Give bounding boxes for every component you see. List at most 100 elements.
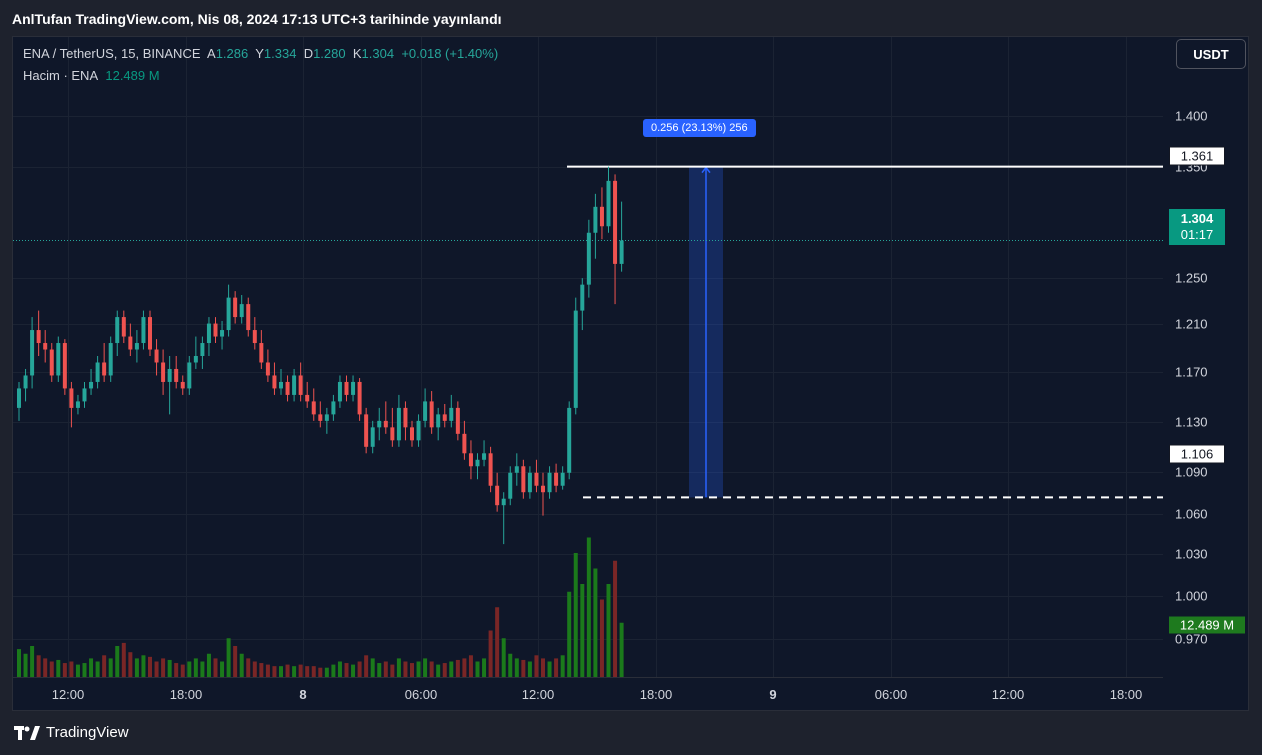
volume-bar [495,607,500,677]
price-tick: 1.000 [1175,588,1208,604]
low-label: D [303,46,314,61]
grid-line [303,37,304,677]
candle-body [167,368,172,382]
volume-bar [30,646,35,677]
candle-body [462,433,467,454]
volume-legend[interactable]: Hacim · ENA 12.489 M [23,68,160,83]
time-tick: 12:00 [51,687,85,702]
candle-body [311,401,316,415]
candle-body [416,420,421,441]
volume-bar [337,661,342,677]
volume-bar [121,642,126,677]
candle-body [410,427,414,441]
volume-bar [239,653,244,677]
volume-bar [475,661,480,677]
candle-body [17,388,21,408]
volume-value: 12.489 M [105,68,160,83]
time-axis[interactable]: 12:00 18:00 8 06:00 12:00 18:00 9 06:00 … [13,677,1163,710]
volume-bar [49,661,54,677]
volume-bar [43,658,48,677]
volume-bar [501,638,506,677]
grid-line [13,422,1163,423]
volume-bar [410,663,414,677]
volume-bar [36,655,41,677]
symbol-legend: ENA / TetherUS, 15, BINANCE A1.286 Y1.33… [23,46,498,61]
chart-pane[interactable]: 0.256 (23.13%) 256 ENA / TetherUS, 15, B… [12,36,1249,711]
candle-body [89,381,94,389]
candle-body [102,362,107,376]
hline-high-label[interactable]: 1.361 [1169,146,1225,166]
candle-body [108,343,113,376]
tradingview-logo-icon [14,725,40,740]
volume-bar [220,661,225,677]
candle-body [161,362,166,382]
candle-body [69,388,74,408]
candle-body [606,180,611,227]
volume-bar [593,568,598,677]
measure-label[interactable]: 0.256 (23.13%) 256 [643,119,756,137]
volume-bar [285,664,290,677]
volume-bar [541,658,545,677]
candle-body [423,401,428,421]
candle-body [154,349,159,363]
candle-body [573,310,578,408]
hline-low-label[interactable]: 1.106 [1169,444,1225,464]
volume-bar [390,664,395,677]
volume-bar [246,658,251,677]
candle-body [36,330,41,344]
volume-bar [115,646,120,677]
candle-body [619,240,624,264]
candle-body [541,485,545,493]
volume-bar [521,659,526,677]
candle-body [285,381,290,395]
volume-bar [619,622,624,677]
candle-body [560,472,565,486]
volume-bar [200,661,205,677]
volume-bar [534,655,539,677]
volume-bar [573,553,578,677]
volume-bar [95,661,100,677]
close-value: 1.304 [361,46,395,61]
plot-area[interactable]: 0.256 (23.13%) 256 ENA / TetherUS, 15, B… [13,37,1163,677]
candle-body [200,343,205,356]
volume-bar [560,655,565,677]
tradingview-logo[interactable]: TradingView [14,724,129,741]
grid-line [13,472,1163,473]
volume-bar [305,666,310,677]
currency-button[interactable]: USDT [1176,39,1246,69]
grid-line [773,37,774,677]
price-axis[interactable]: USDT 1.400 1.350 1.250 1.210 1.170 1.130… [1163,37,1248,677]
volume-bar [17,649,21,677]
volume-bar [403,661,408,677]
candle-body [501,498,506,506]
volume-bar [161,658,166,677]
candlestick-chart[interactable] [13,37,1163,677]
volume-bar [213,658,218,677]
candle-body [508,472,513,499]
price-tick: 0.970 [1175,631,1208,647]
open-label: A [207,46,216,61]
time-tick: 8 [299,687,307,702]
candle-body [265,362,270,376]
candle-body [272,375,277,389]
volume-bar [547,661,552,677]
candle-body [82,388,87,402]
candle-body [351,381,356,395]
symbol-name[interactable]: ENA / TetherUS, 15, BINANCE [23,46,201,61]
candle-body [233,297,238,318]
candle-body [377,420,382,428]
candle-body [141,317,146,344]
time-tick: 12:00 [521,687,555,702]
candle-body [554,472,559,486]
candle-body [75,401,80,408]
candle-body [187,362,192,389]
publish-info: AnlTufan TradingView.com, Nis 08, 2024 1… [12,11,502,27]
volume-bar [377,663,382,677]
candle-body [239,304,244,318]
volume-bar [226,638,231,677]
volume-bar [148,656,152,677]
high-label: Y [255,46,264,61]
last-price-label: 1.304 01:17 [1169,209,1225,245]
volume-bar [108,658,113,677]
change-value: +0.018 (+1.40%) [401,46,499,61]
